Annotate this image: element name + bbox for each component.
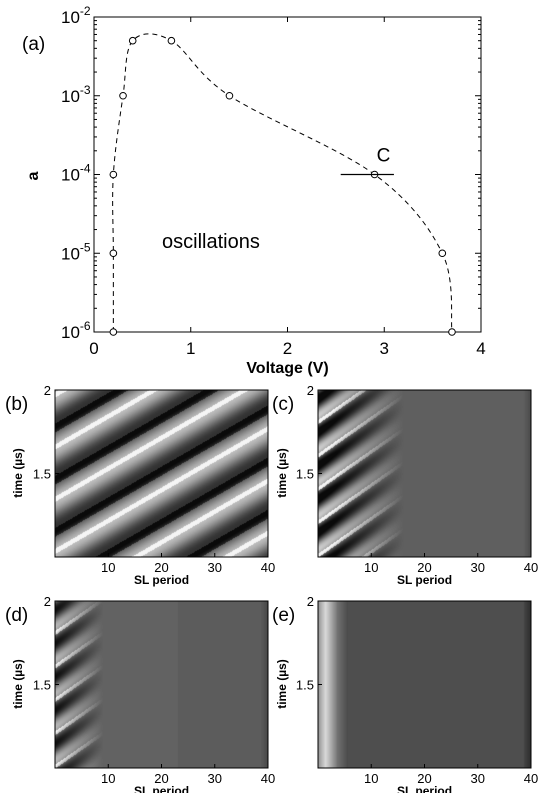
y-axis-label: time (µs) bbox=[275, 659, 289, 709]
y-tick-label-a: 10-2 bbox=[61, 4, 91, 27]
y-tick-label-a: 10-4 bbox=[61, 162, 91, 185]
annotation-c: C bbox=[377, 146, 391, 167]
y-tick-base: 10 bbox=[61, 166, 80, 185]
x-tick-label: 20 bbox=[154, 560, 168, 575]
x-tick-label: 10 bbox=[364, 771, 378, 786]
y-tick-base: 10 bbox=[61, 323, 80, 342]
x-tick-label: 30 bbox=[208, 771, 222, 786]
x-axis-label: SL period bbox=[134, 573, 189, 587]
panel-e: 10 20 30 40 1.5 2 (e) SL period time (µs) bbox=[272, 594, 538, 793]
y-tick-exponent: -2 bbox=[80, 4, 91, 18]
panel-d: 10 20 30 40 1.5 2 (d) SL period time (µs) bbox=[5, 594, 275, 793]
x-tick-label: 20 bbox=[154, 771, 168, 786]
data-point-a bbox=[448, 328, 456, 336]
y-tick-label: 2 bbox=[307, 594, 314, 609]
series-line-a bbox=[112, 33, 453, 333]
x-axis-label: SL period bbox=[134, 784, 189, 793]
y-axis-label: time (µs) bbox=[275, 448, 289, 498]
x-tick-label: 40 bbox=[261, 560, 275, 575]
panel-label: (c) bbox=[272, 394, 294, 415]
y-tick-base: 10 bbox=[61, 244, 80, 263]
x-tick-label-a: 4 bbox=[476, 339, 485, 358]
y-axis-label: time (µs) bbox=[11, 448, 25, 498]
data-point-a bbox=[109, 328, 118, 336]
heatmap-image bbox=[55, 601, 268, 768]
y-tick-base: 10 bbox=[61, 87, 80, 106]
y-tick-label-a: 10-3 bbox=[61, 83, 91, 106]
y-tick-label: 1.5 bbox=[33, 467, 51, 482]
data-point-a bbox=[119, 91, 127, 100]
x-tick-label: 30 bbox=[208, 560, 222, 575]
panel-b: 10 20 30 40 1.5 2 (b) SL period time (µs) bbox=[5, 383, 275, 587]
heatmap-image bbox=[318, 601, 531, 768]
x-tick-label: 10 bbox=[101, 771, 115, 786]
heatmap-image bbox=[55, 390, 268, 557]
data-point-a bbox=[167, 36, 176, 45]
data-point-a bbox=[438, 249, 447, 258]
x-tick-label: 30 bbox=[471, 771, 485, 786]
x-tick-label: 20 bbox=[417, 771, 431, 786]
y-axis-label: time (µs) bbox=[11, 659, 25, 709]
x-tick-label: 40 bbox=[261, 771, 275, 786]
data-point-a bbox=[128, 36, 137, 45]
y-tick-base: 10 bbox=[61, 8, 80, 27]
x-axis-label: SL period bbox=[397, 573, 452, 587]
panel-label: (e) bbox=[272, 605, 295, 626]
data-point-a bbox=[109, 249, 118, 258]
panel-label: (b) bbox=[5, 394, 28, 415]
x-tick-label-a: 1 bbox=[186, 339, 195, 358]
x-tick-label: 40 bbox=[524, 771, 538, 786]
heatmap-image bbox=[318, 390, 531, 557]
y-tick-exponent: -6 bbox=[80, 319, 91, 333]
y-axis-label-a: a bbox=[25, 171, 42, 180]
y-tick-label: 2 bbox=[44, 594, 51, 609]
x-tick-label: 40 bbox=[524, 560, 538, 575]
y-tick-label: 2 bbox=[307, 383, 314, 398]
x-axis-label: SL period bbox=[397, 784, 452, 793]
x-tick-label-a: 2 bbox=[283, 339, 292, 358]
panel-label-a: (a) bbox=[22, 34, 45, 55]
annotation-oscillations: oscillations bbox=[162, 231, 260, 253]
x-tick-label: 30 bbox=[471, 560, 485, 575]
x-tick-label-a: 3 bbox=[380, 339, 389, 358]
data-point-a bbox=[225, 91, 234, 100]
y-tick-exponent: -5 bbox=[80, 240, 91, 254]
y-tick-label: 1.5 bbox=[296, 678, 314, 693]
y-tick-exponent: -3 bbox=[80, 83, 91, 97]
y-tick-label: 1.5 bbox=[33, 678, 51, 693]
y-tick-label-a: 10-6 bbox=[61, 319, 91, 342]
y-tick-label: 1.5 bbox=[296, 467, 314, 482]
panel-c: 10 20 30 40 1.5 2 (c) SL period time (µs) bbox=[272, 383, 538, 587]
x-tick-label: 10 bbox=[101, 560, 115, 575]
x-tick-label: 20 bbox=[417, 560, 431, 575]
x-tick-label-a: 0 bbox=[89, 339, 98, 358]
y-tick-label-a: 10-5 bbox=[61, 240, 91, 263]
y-tick-exponent: -4 bbox=[80, 162, 91, 176]
x-axis-label-a: Voltage (V) bbox=[246, 360, 328, 377]
y-tick-label: 2 bbox=[44, 383, 51, 398]
x-tick-label: 10 bbox=[364, 560, 378, 575]
data-point-a bbox=[109, 170, 118, 179]
panel-label: (d) bbox=[5, 605, 28, 626]
plot-frame-a bbox=[93, 16, 482, 333]
